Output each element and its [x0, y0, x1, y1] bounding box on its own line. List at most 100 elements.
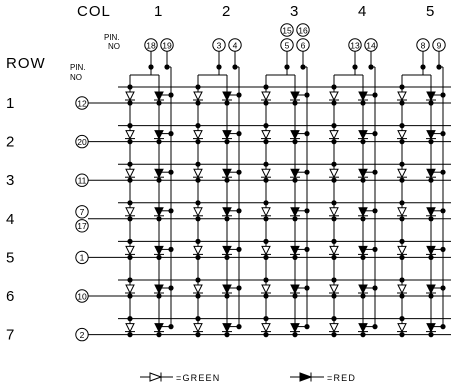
junction-dot	[127, 332, 133, 338]
junction-dot	[292, 139, 298, 145]
green-led-diode	[329, 207, 339, 217]
red-led-diode	[222, 284, 232, 295]
green-led-diode	[261, 168, 271, 179]
junction-dot	[331, 277, 337, 283]
green-led-diode	[329, 323, 339, 333]
red-led-diode	[290, 130, 300, 140]
red-led-diode	[290, 323, 300, 333]
junction-dot	[399, 316, 405, 322]
junction-dot	[292, 177, 298, 183]
junction-dot	[224, 332, 230, 338]
junction-dot	[263, 277, 269, 283]
junction-dot	[156, 139, 162, 145]
green-led-diode	[261, 207, 271, 217]
row-pin-number: 11	[78, 176, 87, 186]
green-led-diode	[193, 168, 203, 179]
junction-dot	[331, 123, 337, 129]
col-pin-label-line1: PIN.	[104, 33, 120, 42]
row-pin-number: 7	[80, 207, 85, 217]
junction-dot	[195, 316, 201, 322]
row-label: 4	[6, 211, 14, 228]
row-heading: ROW	[6, 55, 46, 72]
col-label: 1	[154, 3, 162, 20]
row-pin-label-line2: NO	[70, 73, 82, 82]
junction-dot	[195, 200, 201, 206]
red-led-diode	[290, 284, 300, 295]
col-pin-label-line2: NO	[108, 42, 120, 51]
row-pin-number: 1	[80, 253, 85, 263]
junction-dot	[399, 161, 405, 167]
green-led-diode	[261, 245, 271, 256]
junction-dot	[224, 254, 230, 260]
green-led-diode	[193, 207, 203, 217]
row-label: 5	[6, 249, 14, 266]
junction-dot	[331, 238, 337, 244]
filled-diode-icon	[290, 372, 324, 382]
junction-dot	[428, 216, 434, 222]
junction-dot	[127, 161, 133, 167]
junction-dot	[292, 332, 298, 338]
col-label: 5	[426, 3, 434, 20]
junction-dot	[156, 216, 162, 222]
junction-dot	[156, 254, 162, 260]
junction-dot	[195, 332, 201, 338]
col-pin-number: 16	[298, 25, 308, 35]
col-pin-number: 6	[301, 40, 306, 50]
col-heading: COL	[77, 3, 111, 20]
red-led-diode	[222, 323, 232, 333]
junction-dot	[263, 216, 269, 222]
junction-dot	[263, 238, 269, 244]
junction-dot	[127, 123, 133, 129]
red-led-diode	[358, 284, 368, 295]
green-led-diode	[329, 91, 339, 102]
junction-dot	[195, 216, 201, 222]
junction-dot	[127, 277, 133, 283]
junction-dot	[428, 332, 434, 338]
red-led-diode	[358, 168, 368, 179]
junction-dot	[360, 100, 366, 106]
green-led-diode	[193, 284, 203, 295]
row-pin-number: 10	[77, 291, 87, 301]
red-led-diode	[154, 207, 164, 217]
green-led-diode	[397, 245, 407, 256]
junction-dot	[127, 100, 133, 106]
red-led-diode	[222, 130, 232, 140]
row-pin-number: 12	[77, 98, 87, 108]
green-led-diode	[125, 245, 135, 256]
junction-dot	[195, 123, 201, 129]
red-led-diode	[290, 168, 300, 179]
red-led-diode	[358, 207, 368, 217]
red-led-diode	[154, 284, 164, 295]
green-led-diode	[329, 168, 339, 179]
red-led-diode	[426, 168, 436, 179]
legend-red: =RED	[290, 372, 355, 383]
junction-dot	[331, 200, 337, 206]
red-led-diode	[222, 245, 232, 256]
col-pin-number: 14	[366, 40, 376, 50]
red-led-diode	[222, 168, 232, 179]
red-led-diode	[426, 284, 436, 295]
red-led-diode	[358, 323, 368, 333]
junction-dot	[360, 293, 366, 299]
junction-dot	[292, 100, 298, 106]
green-led-diode	[397, 207, 407, 217]
junction-dot	[224, 100, 230, 106]
red-led-diode	[154, 168, 164, 179]
junction-dot	[195, 139, 201, 145]
legend-green: =GREEN	[140, 372, 219, 383]
green-led-diode	[261, 323, 271, 333]
junction-dot	[399, 84, 405, 90]
junction-dot	[428, 177, 434, 183]
junction-dot	[331, 216, 337, 222]
col-pin-number: 18	[146, 40, 156, 50]
green-led-diode	[397, 168, 407, 179]
green-led-diode	[125, 284, 135, 295]
col-label: 3	[290, 3, 298, 20]
red-led-diode	[154, 323, 164, 333]
red-led-diode	[358, 130, 368, 140]
green-led-diode	[329, 284, 339, 295]
row-pin-number: 2	[80, 330, 85, 340]
col-pin-number: 15	[282, 25, 292, 35]
junction-dot	[224, 177, 230, 183]
junction-dot	[127, 238, 133, 244]
